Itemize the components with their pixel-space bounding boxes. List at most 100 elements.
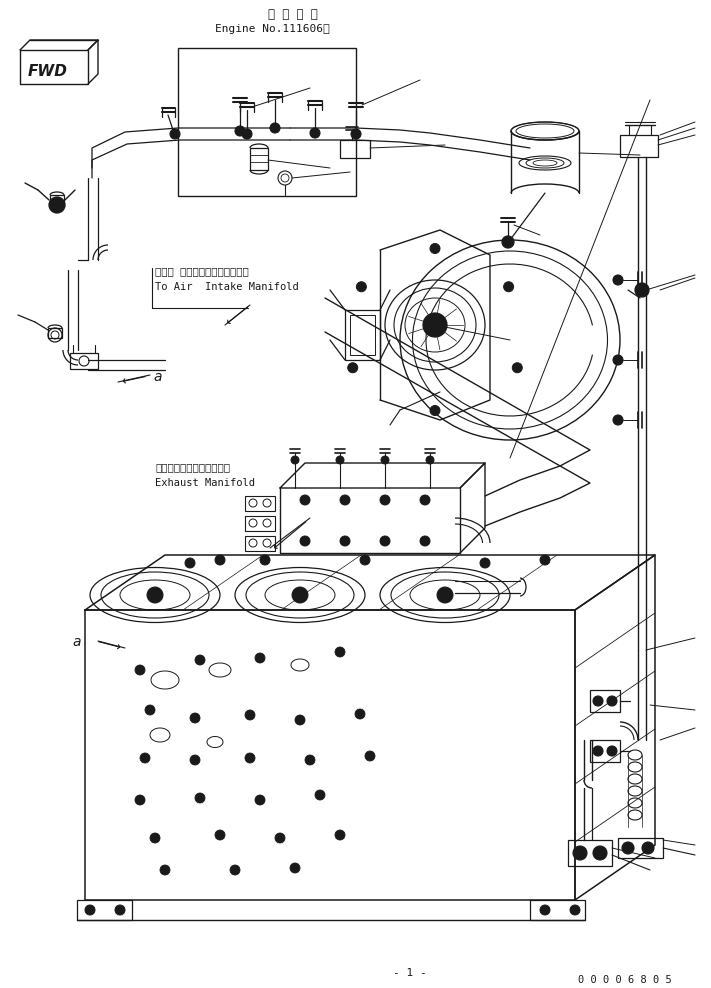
Bar — [245, 516, 275, 531]
Text: To Air  Intake Manifold: To Air Intake Manifold — [155, 282, 299, 292]
Circle shape — [355, 709, 365, 719]
Circle shape — [642, 842, 654, 854]
Circle shape — [607, 746, 617, 756]
Bar — [350, 315, 375, 355]
Circle shape — [593, 746, 603, 756]
Circle shape — [292, 587, 308, 603]
Circle shape — [230, 865, 240, 875]
Circle shape — [356, 282, 366, 291]
Circle shape — [195, 793, 205, 803]
Circle shape — [135, 795, 145, 805]
Circle shape — [340, 495, 350, 505]
Circle shape — [512, 363, 523, 372]
Circle shape — [348, 363, 358, 372]
Circle shape — [49, 197, 65, 213]
Bar — [530, 900, 585, 920]
Bar — [340, 140, 370, 158]
Circle shape — [635, 283, 649, 297]
Circle shape — [190, 713, 200, 723]
Circle shape — [245, 710, 255, 720]
Circle shape — [480, 558, 490, 568]
Circle shape — [290, 863, 300, 873]
Bar — [620, 135, 658, 157]
Circle shape — [351, 129, 361, 139]
Text: FWD: FWD — [28, 64, 68, 79]
Circle shape — [607, 696, 617, 706]
Text: 0 0 0 0 6 8 0 5: 0 0 0 0 6 8 0 5 — [578, 975, 672, 985]
Circle shape — [503, 282, 513, 291]
Circle shape — [365, 751, 375, 761]
Circle shape — [215, 555, 225, 565]
Circle shape — [135, 665, 145, 675]
Circle shape — [170, 129, 180, 139]
Bar — [20, 50, 88, 84]
Circle shape — [502, 236, 514, 248]
Bar — [77, 900, 132, 920]
Circle shape — [150, 833, 160, 843]
Bar — [618, 838, 663, 858]
Circle shape — [622, 842, 634, 854]
Circle shape — [437, 587, 453, 603]
Circle shape — [140, 753, 150, 763]
Circle shape — [335, 647, 345, 657]
Circle shape — [185, 558, 195, 568]
Circle shape — [260, 555, 270, 565]
Circle shape — [270, 123, 280, 133]
Circle shape — [613, 275, 623, 285]
Circle shape — [613, 355, 623, 365]
Circle shape — [147, 587, 163, 603]
Text: Engine No.111606～: Engine No.111606～ — [215, 24, 330, 34]
Bar — [250, 148, 268, 170]
Circle shape — [310, 128, 320, 138]
Circle shape — [336, 456, 344, 464]
Bar — [178, 48, 356, 196]
Text: - 1 -: - 1 - — [393, 968, 427, 978]
Circle shape — [360, 555, 370, 565]
Circle shape — [255, 653, 265, 663]
Circle shape — [145, 705, 155, 715]
Circle shape — [340, 536, 350, 546]
Circle shape — [245, 753, 255, 763]
Circle shape — [160, 865, 170, 875]
Circle shape — [593, 696, 603, 706]
Bar — [48, 328, 62, 338]
Circle shape — [613, 415, 623, 425]
Circle shape — [195, 655, 205, 665]
Bar — [50, 195, 64, 207]
Circle shape — [423, 313, 447, 337]
Bar — [245, 496, 275, 511]
Circle shape — [540, 905, 550, 915]
Circle shape — [255, 795, 265, 805]
Circle shape — [430, 243, 440, 254]
Text: a: a — [72, 635, 80, 649]
Circle shape — [305, 755, 315, 765]
Circle shape — [335, 830, 345, 840]
Circle shape — [275, 833, 285, 843]
Circle shape — [295, 715, 305, 725]
Circle shape — [573, 846, 587, 860]
Circle shape — [190, 755, 200, 765]
Circle shape — [300, 495, 310, 505]
Circle shape — [570, 905, 580, 915]
Circle shape — [540, 555, 550, 565]
Circle shape — [300, 536, 310, 546]
Circle shape — [430, 405, 440, 416]
Bar — [568, 840, 612, 866]
Text: Exhaust Manifold: Exhaust Manifold — [155, 478, 255, 488]
Bar — [590, 740, 620, 762]
Circle shape — [291, 456, 299, 464]
Circle shape — [380, 536, 390, 546]
Text: 適 用 号 機: 適 用 号 機 — [268, 8, 318, 21]
Text: エアー インテークマニホールヘ: エアー インテークマニホールヘ — [155, 266, 249, 276]
Circle shape — [115, 905, 125, 915]
Text: a: a — [153, 370, 161, 384]
Bar — [70, 353, 98, 369]
Bar — [245, 536, 275, 551]
Bar — [590, 690, 620, 712]
Circle shape — [235, 126, 245, 136]
Circle shape — [420, 536, 430, 546]
Bar — [345, 310, 380, 360]
Circle shape — [242, 129, 252, 139]
Circle shape — [85, 905, 95, 915]
Circle shape — [420, 495, 430, 505]
